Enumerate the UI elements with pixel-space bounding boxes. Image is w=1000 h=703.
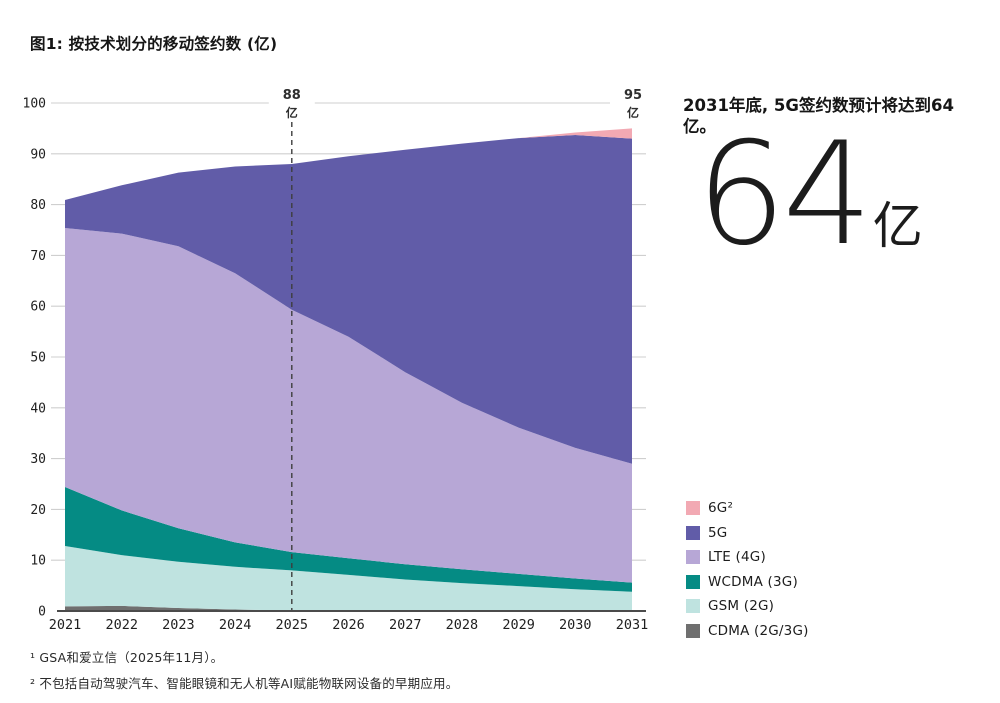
legend-swatch [686, 599, 700, 614]
highlight-headline: 2031年底, 5G签约数预计将达到64亿。 [683, 96, 954, 136]
big-number-value: 64 [696, 112, 873, 277]
y-tick-label: 80 [30, 198, 46, 213]
y-tick-label: 100 [23, 97, 46, 112]
annotation-value: 88 [283, 88, 301, 103]
x-tick-label: 2026 [332, 617, 365, 633]
footnote-1: ¹ GSA和爱立信（2025年11月）。 [30, 650, 224, 665]
x-tick-label: 2022 [105, 617, 138, 633]
annotation-label-bg [268, 79, 315, 122]
x-tick-label: 2024 [219, 617, 252, 633]
legend-item: LTE (4G) [686, 545, 809, 570]
highlight-panel: 2031年底, 5G签约数预计将达到64亿。 64 亿 [683, 96, 983, 266]
legend-swatch [686, 623, 700, 638]
x-tick-label: 2031 [616, 617, 649, 633]
legend-item: 5G [686, 521, 809, 546]
highlight-big-number: 64 亿 [696, 124, 923, 266]
x-tick-label: 2025 [276, 617, 309, 633]
x-tick-label: 2023 [162, 617, 195, 633]
legend-swatch [686, 501, 700, 516]
legend-label: LTE (4G) [708, 549, 766, 566]
annotation-unit: 亿 [627, 105, 639, 120]
y-tick-label: 50 [30, 351, 46, 366]
legend-item: 6G² [686, 496, 809, 521]
area-lte [65, 228, 632, 583]
y-axis-labels: 0 10 20 30 40 50 60 70 80 90 100 [23, 97, 46, 620]
area-gsm [65, 546, 632, 611]
legend-label: 6G² [708, 500, 734, 517]
y-tick-label: 60 [30, 300, 46, 315]
area-fiveg [65, 135, 632, 464]
y-tick-label: 70 [30, 249, 46, 264]
legend-swatch [686, 574, 700, 589]
figure-title: 图1: 按技术划分的移动签约数 (亿) [30, 35, 278, 53]
legend-item: GSM (2G) [686, 594, 809, 619]
footnotes: ¹ GSA和爱立信（2025年11月）。 ² 不包括自动驾驶汽车、智能眼镜和无人… [30, 647, 458, 699]
y-tick-label: 20 [30, 503, 46, 518]
y-tick-label: 30 [30, 452, 46, 467]
legend-label: 5G [708, 524, 728, 541]
legend-swatch [686, 550, 700, 565]
x-tick-label: 2029 [502, 617, 535, 633]
area-wcdma [65, 487, 632, 592]
x-tick-label: 2027 [389, 617, 422, 633]
stacked-areas [65, 128, 632, 611]
x-axis-labels: 2021 2022 2023 2024 2025 2026 2027 2028 2029 2030… [49, 617, 649, 633]
legend-item: WCDMA (3G) [686, 570, 809, 595]
annotation-unit: 亿 [286, 105, 298, 120]
legend-label: GSM (2G) [708, 598, 775, 615]
legend-label: CDMA (2G/3G) [708, 622, 809, 639]
legend-swatch [686, 525, 700, 540]
footnote-2: ² 不包括自动驾驶汽车、智能眼镜和无人机等AI赋能物联网设备的早期应用。 [30, 676, 459, 691]
legend-label: WCDMA (3G) [708, 573, 798, 590]
chart-legend: 6G² 5G LTE (4G) WCDMA (3G) GSM (2G) CDMA (2G/… [686, 496, 809, 643]
y-tick-label: 10 [30, 554, 46, 569]
x-tick-label: 2030 [559, 617, 592, 633]
y-tick-label: 90 [30, 147, 46, 162]
y-tick-label: 40 [30, 401, 46, 416]
annotation-value: 95 [624, 88, 642, 103]
y-tick-label: 0 [38, 605, 46, 620]
legend-item: CDMA (2G/3G) [686, 619, 809, 644]
annotation-label-bg [610, 79, 656, 122]
big-number-unit: 亿 [872, 197, 923, 255]
stacked-area-chart: 88 亿 95 亿 0 10 20 30 40 50 60 70 80 90 100 2021 2022 2023… [22, 79, 656, 633]
area-cdma [65, 605, 632, 611]
x-tick-label: 2028 [446, 617, 479, 633]
x-tick-label: 2021 [49, 617, 82, 633]
